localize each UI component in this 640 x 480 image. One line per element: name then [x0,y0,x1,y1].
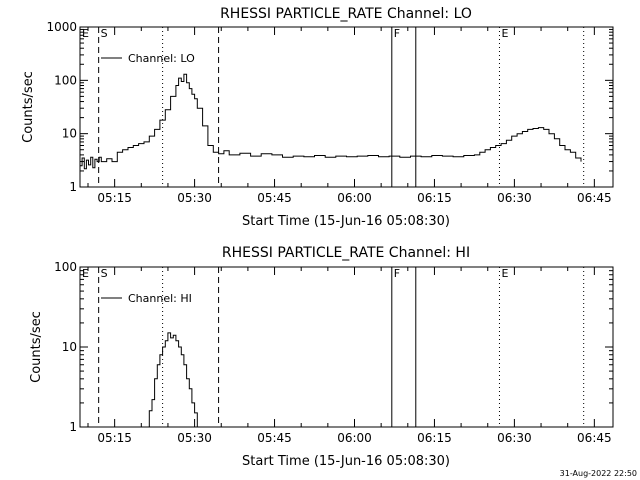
legend-label: Channel: HI [128,292,192,305]
x-tick-label: 06:45 [577,431,612,445]
event-flag-label: E [501,267,508,280]
event-flag-label: F [394,267,400,280]
x-tick-label: 05:15 [97,191,132,205]
x-tick-label: 05:30 [177,431,212,445]
plot-area-hi: 05:15 05:30 05:45 06:00 06:15 06:30 06:45 1 10 10… [54,260,614,445]
panel-hi: RHESSI PARTICLE_RATE Channel: HI Counts/… [29,245,614,469]
series-line [146,332,198,428]
event-flag-label: E [501,27,508,40]
series-line [80,73,582,170]
chart-title: RHESSI PARTICLE_RATE Channel: HI [222,245,470,261]
y-tick-label: 1 [69,420,77,434]
legend-label: Channel: LO [128,52,195,65]
y-tick-label: 1 [69,180,77,194]
y-axis-label: Counts/sec [21,71,36,143]
x-tick-label: 06:15 [417,191,452,205]
x-axis-label: Start Time (15-Jun-16 05:08:30) [242,214,450,229]
x-tick-label: 05:30 [177,191,212,205]
y-tick-label: 100 [54,73,77,87]
event-flag-label: F [394,27,400,40]
event-flag-label: S [101,27,108,40]
y-tick-label: 1000 [46,20,77,34]
x-tick-label: 06:30 [497,191,532,205]
x-tick-label: 05:15 [97,431,132,445]
x-tick-label: 05:45 [257,431,292,445]
y-tick-label: 10 [62,340,77,354]
event-flag-label: E [82,267,89,280]
y-axis-label: Counts/sec [29,311,44,383]
chart-title: RHESSI PARTICLE_RATE Channel: LO [220,6,472,22]
y-tick-label: 10 [62,127,77,141]
footer-timestamp: 31-Aug-2022 22:50 [560,469,637,478]
x-tick-label: 06:30 [497,431,532,445]
x-tick-label: 06:45 [577,191,612,205]
x-tick-label: 06:00 [337,191,372,205]
event-flag-label: E [82,27,89,40]
x-tick-label: 05:45 [257,191,292,205]
x-tick-label: 06:00 [337,431,372,445]
x-tick-label: 06:15 [417,431,452,445]
event-flag-label: S [101,267,108,280]
plot-frame [79,26,614,188]
y-tick-label: 100 [54,260,77,274]
x-axis-label: Start Time (15-Jun-16 05:08:30) [242,454,450,469]
panel-lo: RHESSI PARTICLE_RATE Channel: LO Counts/… [21,6,614,229]
y-axis-label-group: Counts/sec [29,311,44,383]
plot-area-lo: 05:15 05:30 05:45 06:00 06:15 06:30 06:45 1 10 10… [46,20,614,205]
y-axis-label-group: Counts/sec [21,71,36,143]
